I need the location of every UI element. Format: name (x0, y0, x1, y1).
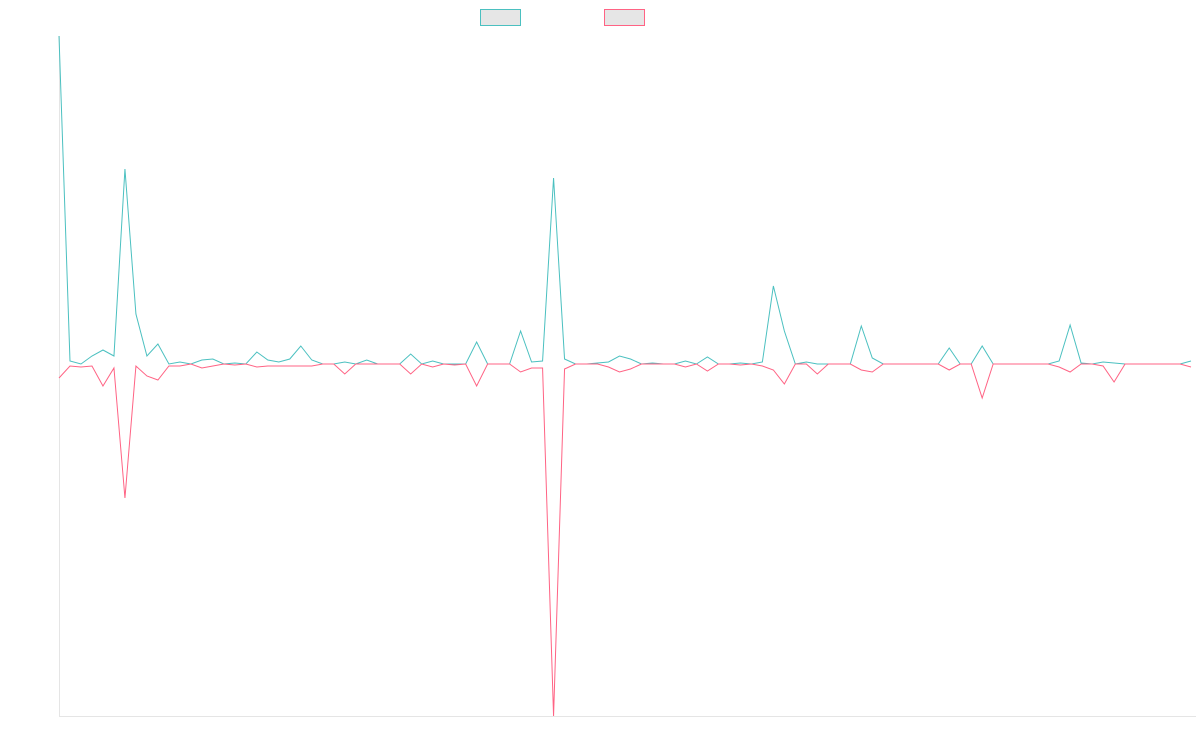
line-series (58, 35, 1192, 365)
legend-swatch (604, 9, 645, 26)
legend-swatch (480, 9, 521, 26)
line-series (58, 363, 1192, 717)
